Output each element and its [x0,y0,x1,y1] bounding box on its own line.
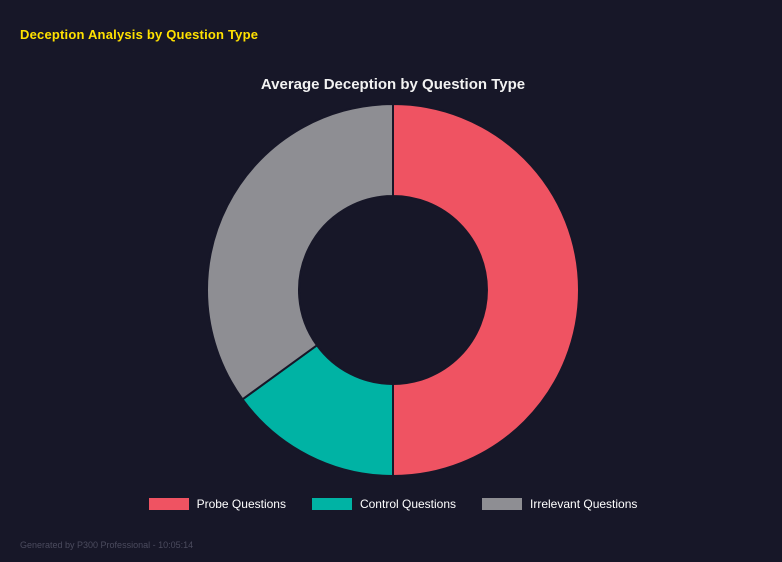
irrelevant-questions-swatch [482,498,523,510]
legend-label: Irrelevant Questions [530,497,638,511]
chart-title: Average Deception by Question Type [260,76,526,93]
donut-chart[interactable] [203,100,583,480]
legend-item-probe-questions[interactable]: Probe Questions [148,497,286,511]
legend-item-control-questions[interactable]: Control Questions [311,497,457,511]
page-title: Deception Analysis by Question Type [20,27,259,42]
probe-questions-swatch [148,498,189,510]
legend-label: Probe Questions [196,497,286,511]
donut-segment-1[interactable] [241,343,394,478]
donut-segment-2[interactable] [206,102,394,401]
donut-segment-0[interactable] [392,102,580,478]
chart-legend: Probe Questions Control Questions Irrele… [2,497,782,511]
footer-status-text: Generated by P300 Professional - 10:05:1… [20,540,194,550]
legend-item-irrelevant-questions[interactable]: Irrelevant Questions [482,497,637,511]
donut-chart-svg[interactable] [203,100,583,480]
legend-label: Control Questions [359,497,457,511]
control-questions-swatch [311,498,352,510]
